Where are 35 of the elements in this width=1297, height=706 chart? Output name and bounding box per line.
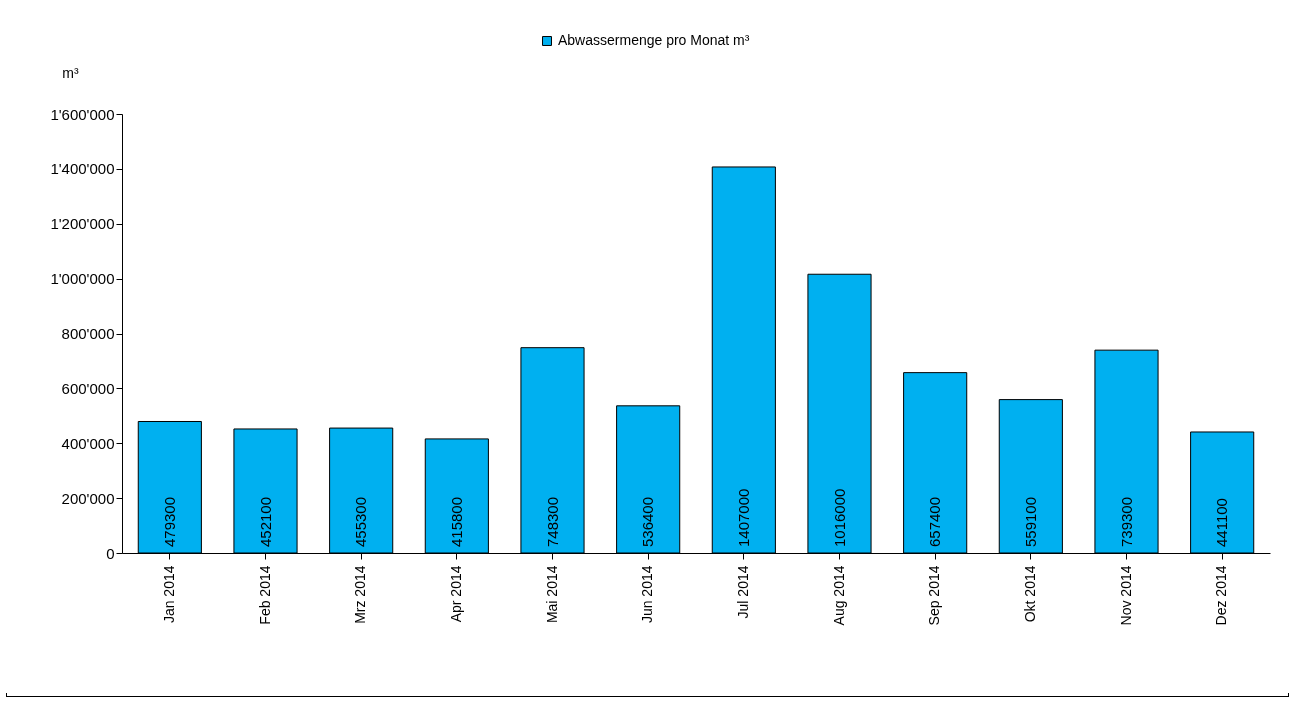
data-label: 1407000 — [734, 488, 752, 547]
data-label: 536400 — [639, 496, 657, 547]
y-tick-label: 800'000 — [61, 325, 115, 342]
data-label: 452100 — [256, 496, 274, 547]
y-tick-label: 200'000 — [61, 489, 115, 507]
y-tick-label: 1'600'000 — [50, 105, 115, 123]
data-label: 415800 — [447, 496, 465, 547]
data-label: 748300 — [543, 496, 561, 547]
y-tick-label: 1'400'000 — [50, 160, 115, 178]
x-tick-label: Okt 2014 — [1021, 565, 1038, 623]
x-tick-label: Mai 2014 — [543, 565, 560, 624]
x-tick-label: Jul 2014 — [734, 565, 751, 619]
x-tick-label: Jan 2014 — [160, 565, 177, 624]
data-label: 441100 — [1213, 498, 1231, 547]
y-axis-title: m³ — [62, 64, 79, 81]
x-tick-label: Feb 2014 — [256, 565, 273, 625]
x-tick-label: Sep 2014 — [926, 565, 943, 626]
data-label: 559100 — [1021, 496, 1039, 547]
data-label: 455300 — [352, 496, 370, 547]
x-tick-label: Apr 2014 — [447, 565, 464, 623]
x-tick-label: Dez 2014 — [1213, 565, 1230, 626]
y-tick-label: 1'200'000 — [50, 215, 115, 233]
data-label: 739300 — [1117, 496, 1135, 547]
x-tick-label: Jun 2014 — [639, 565, 656, 624]
data-label: 479300 — [160, 496, 178, 547]
x-tick-label: Nov 2014 — [1117, 565, 1134, 626]
x-tick-label: Aug 2014 — [830, 565, 847, 626]
y-tick-label: 600'000 — [61, 379, 115, 397]
x-tick-label: Mrz 2014 — [352, 565, 369, 624]
y-tick-label: 1'000'000 — [50, 270, 115, 288]
y-tick-label: 0 — [106, 544, 115, 562]
legend-label: Abwassermenge pro Monat m³ — [558, 32, 750, 48]
data-label: 657400 — [926, 496, 944, 547]
data-label: 1016000 — [830, 488, 848, 547]
y-tick-label: 400'000 — [61, 434, 115, 452]
